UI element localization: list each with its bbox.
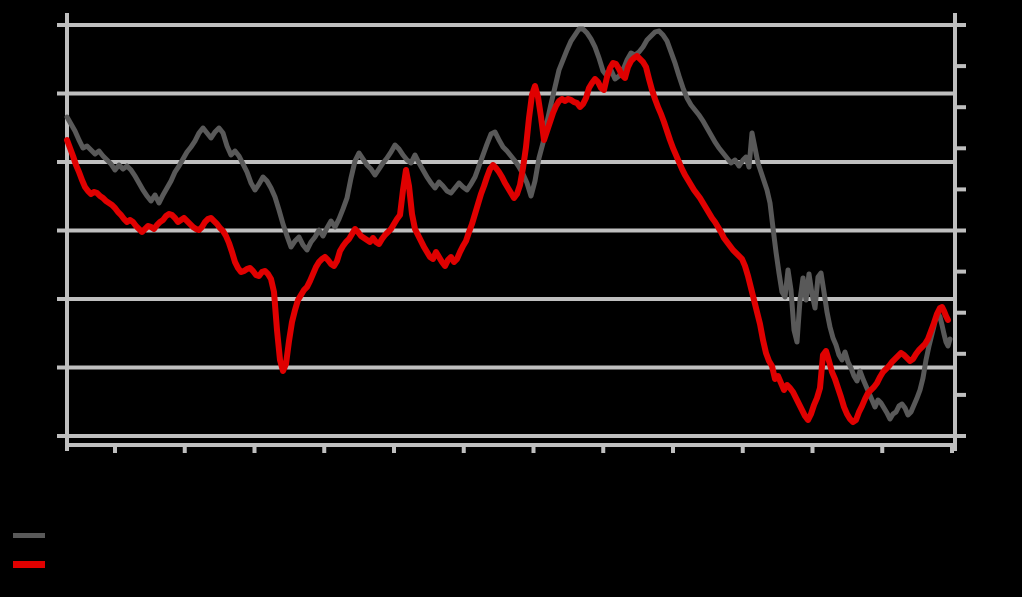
x-axis: [65, 443, 957, 453]
series-lines: [64, 26, 953, 425]
legend: [13, 533, 45, 568]
gray-series-line: [64, 26, 953, 422]
red-series-line: [64, 53, 951, 425]
legend-swatch-red: [13, 561, 45, 568]
y-axis-right: [953, 13, 966, 451]
gridlines: [67, 23, 955, 438]
legend-swatch-gray: [13, 533, 45, 538]
y-axis-left: [57, 13, 69, 451]
